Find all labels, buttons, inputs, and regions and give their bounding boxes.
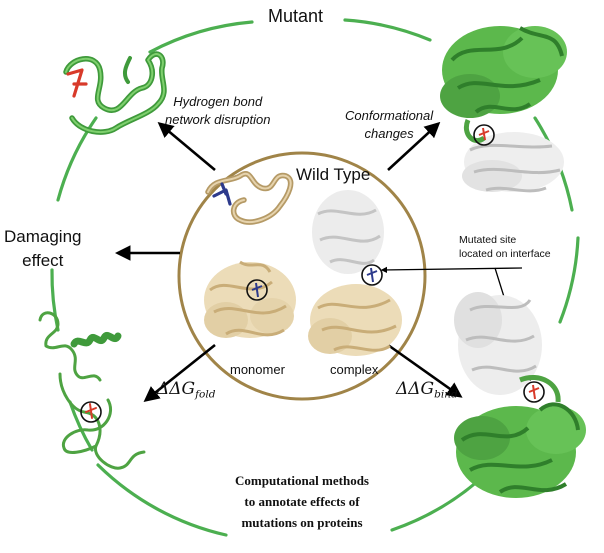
mutant-monomer-structure (40, 313, 144, 468)
caption-line2: to annotate effects of (232, 491, 372, 512)
mutant-loop-structure (66, 54, 164, 132)
wild-type-label: Wild Type (296, 165, 370, 185)
damaging-label-line1: Damaging (4, 225, 82, 249)
arrow-hbond (160, 124, 215, 170)
wild-type-monomer-structure (204, 262, 296, 338)
interface-note: Mutated site located on interface (459, 233, 551, 261)
damaging-effect-label: Damaging effect (4, 225, 82, 273)
ddg-fold-symbol: ΔΔG (157, 379, 195, 399)
caption-line3: mutations on proteins (232, 512, 372, 533)
ddg-fold-subscript: fold (195, 389, 215, 401)
mutant-complex-bind-structure (454, 292, 586, 498)
complex-label: complex (330, 362, 378, 377)
interface-note-line1: Mutated site (459, 233, 551, 247)
hbond-label: Hydrogen bond network disruption (165, 93, 271, 129)
title-mutant: Mutant (268, 6, 323, 27)
conformational-label-line2: changes (345, 125, 433, 143)
mutation-residue (68, 70, 86, 96)
conformational-label: Conformational changes (345, 107, 433, 143)
mutant-complex-structure (440, 26, 567, 192)
damaging-label-line2: effect (4, 249, 82, 273)
ddg-fold-label: ΔΔGfold (157, 379, 216, 401)
ddg-bind-subscript: bind (434, 389, 458, 401)
caption: Computational methods to annotate effect… (232, 470, 372, 533)
interface-note-line2: located on interface (459, 247, 551, 261)
monomer-label: monomer (230, 362, 285, 377)
conformational-label-line1: Conformational (345, 107, 433, 125)
ddg-bind-symbol: ΔΔG (396, 379, 434, 399)
hbond-label-line1: Hydrogen bond (165, 93, 271, 111)
hbond-label-line2: network disruption (165, 111, 271, 129)
caption-line1: Computational methods (232, 470, 372, 491)
ddg-bind-label: ΔΔGbind (396, 379, 458, 401)
